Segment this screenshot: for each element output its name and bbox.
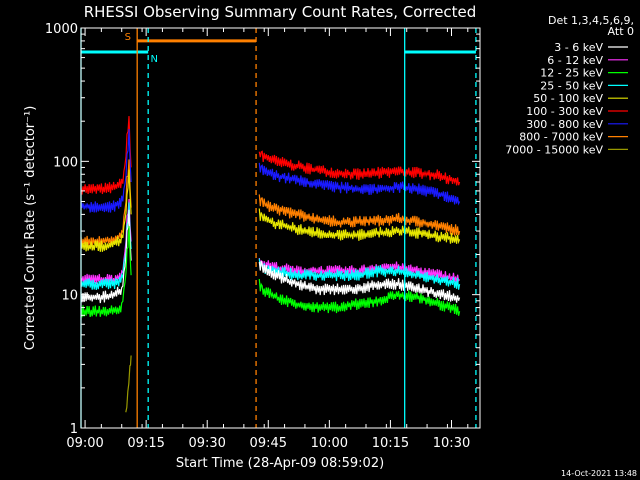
series-line-3-segment-1 <box>258 208 461 245</box>
series-line-1-segment-1 <box>258 162 461 206</box>
legend-header-0: Det 1,3,4,5,6,9, <box>548 14 634 27</box>
series-line-1-segment-0 <box>80 128 132 213</box>
x-axis-label: Start Time (28-Apr-09 08:59:02) <box>176 456 384 471</box>
y-tick-label-0: 1 <box>70 422 78 437</box>
series-line-8-segment-0 <box>125 355 132 413</box>
series-line-2-segment-1 <box>258 194 461 236</box>
timestamp: 14-Oct-2021 13:48 <box>561 469 637 478</box>
x-tick-label-4: 10:00 <box>311 436 348 451</box>
legend-entry-label-8: 7000 - 15000 keV <box>505 143 603 156</box>
x-tick-label-0: 09:00 <box>66 436 103 451</box>
series-line-2-segment-0 <box>80 159 132 247</box>
series-line-6-segment-1 <box>258 260 461 303</box>
x-tick-label-1: 09:15 <box>127 436 164 451</box>
legend-entry-label-6: 300 - 800 keV <box>526 118 603 131</box>
y-tick-label-3: 1000 <box>45 22 78 37</box>
x-tick-label-2: 09:30 <box>188 436 225 451</box>
legend-header-1: Att 0 <box>608 25 634 38</box>
x-tick-label-3: 09:45 <box>250 436 287 451</box>
plot-frame <box>80 27 481 429</box>
legend-entry-label-3: 25 - 50 keV <box>540 79 603 92</box>
series-line-5-segment-0 <box>80 202 132 290</box>
series-line-0-segment-1 <box>258 150 461 186</box>
x-axis: 09:00 09:15 09:30 09:45 10:00 10:15 10:30 <box>66 28 470 451</box>
legend-entry-label-1: 6 - 12 keV <box>547 54 603 67</box>
y-axis-label: Corrected Count Rate (s⁻¹ detector⁻¹) <box>23 106 38 351</box>
chart-title: RHESSI Observing Summary Count Rates, Co… <box>84 3 477 21</box>
y-tick-label-1: 10 <box>61 289 78 304</box>
series-line-0-segment-0 <box>80 116 132 195</box>
annotation-label-1: N <box>151 54 158 65</box>
series-line-5-segment-1 <box>258 258 461 290</box>
series-line-7-segment-1 <box>258 278 461 316</box>
legend-entry-label-5: 100 - 300 keV <box>526 105 603 118</box>
series-line-6-segment-0 <box>80 209 132 304</box>
series-line-7-segment-0 <box>80 226 132 318</box>
y-axis: 1 10 100 1000 <box>45 22 480 437</box>
legend-entry-label-4: 50 - 100 keV <box>533 92 603 105</box>
x-tick-label-6: 10:30 <box>433 436 470 451</box>
series-line-3-segment-0 <box>80 169 132 252</box>
legend-entry-label-0: 3 - 6 keV <box>554 41 603 54</box>
legend-entry-label-2: 12 - 25 keV <box>540 67 603 80</box>
plot-area: SN <box>80 28 477 428</box>
y-tick-label-2: 100 <box>53 155 78 170</box>
annotation-label-0: S <box>125 32 131 43</box>
legend-entry-label-7: 800 - 7000 keV <box>519 131 603 144</box>
x-tick-label-5: 10:15 <box>372 436 409 451</box>
